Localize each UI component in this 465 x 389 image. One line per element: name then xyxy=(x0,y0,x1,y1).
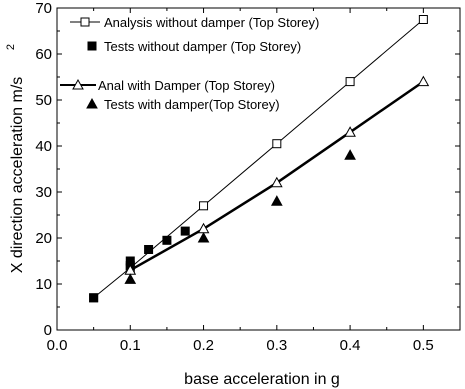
series-1 xyxy=(89,15,428,303)
x-tick-label: 0.4 xyxy=(340,337,361,354)
legend: Analysis without damper (Top Storey) Test… xyxy=(60,15,319,112)
data-point xyxy=(197,231,210,243)
data-point xyxy=(417,75,430,87)
series-layer xyxy=(89,15,430,303)
x-axis-label: base acceleration in g xyxy=(184,371,340,388)
data-point xyxy=(344,126,356,137)
data-point xyxy=(272,139,282,149)
y-tick-label: 30 xyxy=(35,184,52,201)
data-point xyxy=(418,15,428,24)
legend-label: Analysis without damper (Top Storey) xyxy=(104,15,319,30)
legend-label: Tests with damper(Top Storey) xyxy=(104,97,280,112)
data-point xyxy=(270,195,283,206)
legend-item: Tests without damper (Top Storey) xyxy=(87,39,301,54)
data-point xyxy=(180,226,190,236)
data-point xyxy=(344,149,356,160)
series-4 xyxy=(124,149,356,284)
y-tick-label: 70 xyxy=(35,0,52,17)
legend-marker xyxy=(86,97,98,109)
legend-marker xyxy=(80,17,90,27)
y-tick-label: 50 xyxy=(35,92,52,109)
plot-area: 0.0 0.1 0.2 0.3 0.4 0.5 0 10 20 30 40 50 60 70 xyxy=(35,0,461,354)
series-3 xyxy=(124,75,430,275)
data-point xyxy=(89,293,99,303)
legend-label: Anal with Damper (Top Storey) xyxy=(98,78,275,93)
x-tick-label: 0.0 xyxy=(47,337,68,354)
data-point xyxy=(345,77,355,87)
data-point xyxy=(124,273,137,284)
legend-label: Tests without damper (Top Storey) xyxy=(104,39,301,54)
plot-frame xyxy=(56,7,461,331)
y-tick-label: 40 xyxy=(35,138,52,155)
x-tick-label: 0.2 xyxy=(193,337,214,354)
legend-item: Anal with Damper (Top Storey) xyxy=(60,78,275,93)
x-tick-label: 0.3 xyxy=(266,337,287,354)
x-tick-label: 0.1 xyxy=(120,337,141,354)
x-tick-label: 0.5 xyxy=(413,337,434,354)
legend-item: Analysis without damper (Top Storey) xyxy=(70,15,319,30)
y-axis-label: X direction acceleration m/s xyxy=(9,77,26,274)
data-point xyxy=(125,256,135,266)
y-tick-label: 20 xyxy=(35,230,52,247)
y-axis-label-superscript: 2 xyxy=(5,44,17,50)
legend-marker xyxy=(87,41,97,51)
y-axis-label-group: X direction acceleration m/s 2 xyxy=(5,44,26,273)
y-tick-label: 10 xyxy=(35,276,52,293)
legend-marker xyxy=(72,78,84,90)
y-tick-label: 0 xyxy=(44,322,52,339)
legend-item: Tests with damper(Top Storey) xyxy=(86,97,280,112)
series-line xyxy=(93,19,424,299)
data-point xyxy=(162,235,172,245)
data-point xyxy=(144,245,154,254)
y-tick-label: 60 xyxy=(35,46,52,63)
data-point xyxy=(199,201,209,211)
data-point xyxy=(270,176,283,188)
